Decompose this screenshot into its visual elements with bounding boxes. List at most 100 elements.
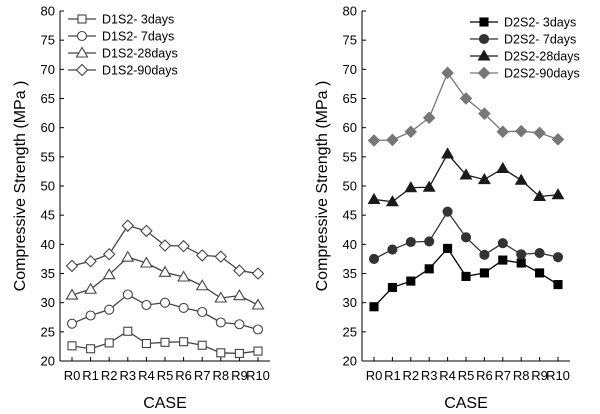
y-tick-label: 50 — [41, 179, 55, 194]
data-point — [459, 168, 473, 180]
data-point — [534, 248, 545, 259]
legend-marker — [77, 14, 87, 24]
data-point — [514, 173, 528, 185]
x-tick-label: R7 — [494, 368, 511, 383]
chart-d2s2: 20 25 30 35 40 45 50 55 60 65 70 75 80 R0 R1 R2 R3 R4 R5 R6… — [314, 4, 580, 413]
x-tick-label: R1 — [82, 368, 99, 383]
data-point — [478, 107, 491, 120]
chart2-series-4 — [367, 66, 565, 147]
data-point — [516, 249, 527, 260]
y-tick-label: 45 — [41, 208, 55, 223]
x-tick-label: R2 — [402, 368, 419, 383]
data-point — [121, 250, 135, 262]
data-point — [233, 264, 246, 277]
y-tick-label: 35 — [343, 266, 357, 281]
data-point — [122, 289, 133, 300]
data-point — [533, 189, 547, 202]
y-tick-label: 70 — [41, 62, 55, 77]
legend-label: D1S2- 3days — [102, 13, 174, 27]
data-point — [422, 180, 436, 192]
x-axis-title: CASE — [444, 395, 488, 412]
x-tick-label: R7 — [194, 368, 211, 383]
chart1-series-3 — [65, 250, 265, 310]
legend-marker — [76, 30, 88, 42]
data-point — [66, 318, 78, 329]
y-tick-label: 65 — [41, 91, 55, 106]
x-tick-label: R6 — [175, 368, 192, 383]
y-tick-label: 50 — [343, 179, 357, 194]
x-tick-label: R8 — [513, 368, 530, 383]
y-tick-label: 45 — [343, 208, 357, 223]
data-point — [140, 224, 153, 238]
data-point — [141, 338, 151, 349]
data-point — [368, 253, 380, 264]
x-tick-label: R6 — [476, 368, 493, 383]
data-point — [177, 270, 191, 282]
legend-marker — [477, 49, 491, 61]
data-point — [443, 243, 453, 253]
data-point — [514, 124, 528, 138]
data-point — [195, 279, 209, 291]
chart2-series-3 — [367, 147, 565, 207]
series-line — [373, 71, 559, 142]
y-tick-label: 60 — [41, 120, 55, 135]
data-point — [424, 236, 435, 247]
data-point — [369, 302, 379, 312]
y-tick-label: 30 — [41, 295, 55, 310]
data-point — [422, 111, 436, 125]
data-point — [441, 147, 455, 159]
x-tick-label: R5 — [458, 368, 475, 383]
data-point — [405, 236, 416, 248]
data-point — [65, 288, 79, 300]
data-point — [535, 268, 545, 278]
data-point — [252, 324, 264, 335]
x-tick-label: R0 — [366, 368, 383, 383]
data-point — [65, 259, 79, 273]
data-point — [179, 337, 189, 347]
legend-label: D2S2-28days — [504, 50, 580, 64]
x-tick-label: R9 — [531, 368, 548, 383]
legend-label: D2S2- 3days — [504, 16, 576, 30]
data-point — [404, 181, 418, 193]
data-point — [86, 344, 96, 354]
data-point — [215, 317, 226, 328]
data-point — [460, 232, 472, 243]
legend-label: D1S2-90days — [102, 64, 178, 78]
chart-d1s2: 20 25 30 35 40 45 50 55 60 65 70 75 80 R0 R1 R2 R3 R4 R5 R6… — [12, 4, 270, 412]
data-point — [441, 66, 454, 80]
x-tick-label: R3 — [421, 368, 438, 383]
data-point — [214, 291, 228, 303]
data-point — [459, 92, 473, 105]
data-point — [177, 239, 190, 253]
y-tick-label: 55 — [41, 149, 55, 164]
y-tick-label: 20 — [41, 354, 55, 369]
data-point — [123, 326, 133, 336]
y-tick-label: 25 — [41, 324, 55, 339]
x-tick-label: R0 — [64, 368, 81, 383]
data-point — [102, 247, 116, 261]
legend-marker — [479, 17, 489, 27]
x-tick-label: R2 — [101, 368, 118, 383]
y-tick-label: 70 — [343, 62, 357, 77]
y-tick-label: 30 — [343, 295, 357, 310]
data-point — [367, 192, 381, 204]
x-tick-label: R10 — [546, 368, 570, 383]
data-point — [121, 219, 135, 232]
y-tick-label: 80 — [343, 4, 357, 19]
data-point — [104, 304, 115, 315]
x-tick-label: R3 — [119, 368, 136, 383]
data-point — [84, 254, 97, 268]
data-point — [160, 337, 170, 347]
x-tick-label: R1 — [384, 368, 401, 383]
legend-label: D2S2- 7days — [504, 33, 576, 47]
x-tick-label: R8 — [212, 368, 229, 383]
y-tick-label: 60 — [343, 120, 357, 135]
y-tick-label: 25 — [343, 324, 357, 339]
data-point — [461, 271, 471, 281]
y-tick-label: 35 — [41, 266, 55, 281]
data-point — [159, 297, 171, 308]
y-tick-label: 75 — [343, 33, 357, 48]
data-point — [214, 250, 228, 263]
data-point — [551, 188, 565, 200]
